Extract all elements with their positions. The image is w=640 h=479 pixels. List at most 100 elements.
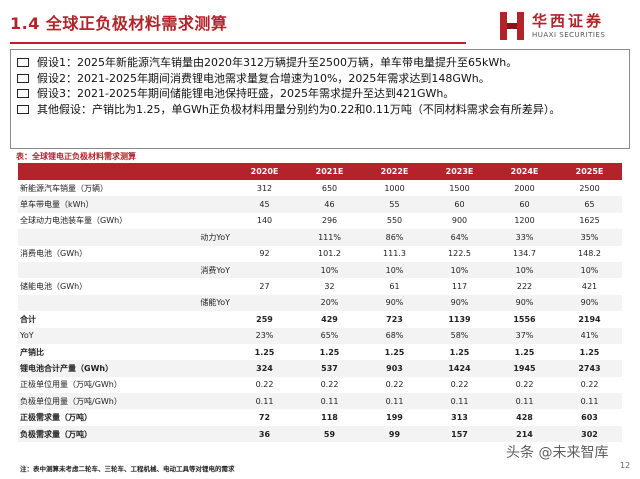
table-cell: 1.25 (319, 347, 340, 357)
assumption-item: 其他假设：产销比为1.25，单GWh正负极材料用量分别约为0.22和0.11万吨… (17, 102, 621, 118)
table-row: 负极需求量（万吨） 36 59 99 157 214 302 (18, 425, 622, 443)
table-cell: 37% (492, 327, 557, 344)
huaxi-logo-icon (500, 12, 524, 40)
table-cell: 32 (324, 282, 335, 292)
table-cell: 0.11 (362, 393, 427, 410)
watermark: 头条 @未来智库 (506, 445, 609, 461)
table-row: 新能源汽车销量（万辆） 312 650 1000 1500 2000 2500 (18, 180, 622, 196)
table-row: 正极需求量（万吨） 72 118 199 313 428 603 (18, 409, 622, 425)
table-cell: 296 (321, 216, 338, 226)
table-row: 合计 259 429 723 1139 1556 2194 (18, 311, 622, 327)
table-cell: 1139 (448, 314, 471, 324)
row-label: 单车带电量（kWh） (18, 196, 232, 213)
row-label: 消费电池（GWh） (20, 249, 88, 259)
table-cell: 157 (427, 425, 492, 443)
table-cell: 0.11 (232, 393, 297, 410)
row-label: 全球动力电池装车量（GWh） (20, 216, 128, 226)
table-cell: 1500 (449, 183, 470, 193)
table-cell: 27 (259, 282, 270, 292)
table-cell: 99 (362, 425, 427, 443)
table-cell: 0.11 (297, 393, 362, 410)
table-cell: 312 (256, 183, 273, 193)
row-label: 负极需求量（万吨） (18, 425, 232, 443)
table-cell: 1945 (492, 360, 557, 377)
row-label: 合计 (20, 314, 36, 324)
table-cell: 0.11 (557, 393, 622, 410)
table-cell: 10% (297, 261, 362, 279)
company-logo: 华西证券 HUAXI SECURITIES (498, 8, 634, 44)
assumption-text: 假设1：2025年新能源汽车销量由2020年312万辆提升至2500万辆，单车带… (37, 56, 518, 69)
table-row: 产销比 1.25 1.25 1.25 1.25 1.25 1.25 (18, 344, 622, 360)
column-header (18, 163, 232, 180)
table-row: 储能电池（GWh） 27 32 61 117 222 421 (18, 278, 622, 294)
table-cell (232, 294, 297, 312)
table-cell (232, 261, 297, 279)
table-cell: 134.7 (513, 249, 536, 259)
bullet-square-icon (17, 89, 29, 98)
column-header: 2022E (362, 163, 427, 180)
table-cell: 903 (362, 360, 427, 377)
table-row: 负极单位用量（万吨/GWh） 0.11 0.11 0.11 0.11 0.11 0.11 (18, 393, 622, 410)
table-cell: 1.25 (254, 347, 275, 357)
table-cell: 259 (256, 314, 273, 324)
row-label: 储能电池（GWh） (20, 282, 88, 292)
table-cell: 421 (581, 282, 598, 292)
table-cell: 429 (321, 314, 338, 324)
table-cell: 58% (427, 327, 492, 344)
page-number: 12 (620, 461, 631, 470)
bullet-square-icon (17, 73, 29, 83)
table-cell: 23% (232, 327, 297, 344)
table-row: 正极单位用量（万吨/GWh） 0.22 0.22 0.22 0.22 0.22 0.22 (18, 377, 622, 393)
column-header: 2021E (297, 163, 362, 180)
table-row: 消费电池（GWh） 92 101.2 111.3 122.5 134.7 148.2 (18, 246, 622, 262)
table-cell: 313 (451, 413, 468, 423)
table-cell: 140 (256, 216, 273, 226)
column-header: 2025E (557, 163, 622, 180)
table-cell: 1.25 (579, 347, 600, 357)
table-cell: 10% (492, 261, 557, 279)
table-cell: 45 (232, 196, 297, 213)
table-cell: 111.3 (383, 249, 406, 259)
table-row: 锂电池合计产量（GWh） 324 537 903 1424 1945 2743 (18, 360, 622, 377)
demand-table: 2020E 2021E 2022E 2023E 2024E 2025E 新能源汽… (18, 163, 622, 443)
table-cell: 537 (297, 360, 362, 377)
table-cell: 59 (297, 425, 362, 443)
table-cell: 122.5 (448, 249, 471, 259)
table-cell: 0.11 (427, 393, 492, 410)
table-cell: 2743 (557, 360, 622, 377)
table-cell: 60 (492, 196, 557, 213)
table-cell: 65% (297, 327, 362, 344)
table-cell: 0.22 (320, 380, 339, 390)
table-cell: 302 (557, 425, 622, 443)
row-label: 消费YoY (18, 261, 232, 279)
table-cell: 1556 (513, 314, 536, 324)
table-cell: 46 (297, 196, 362, 213)
assumptions-box: 假设1：2025年新能源汽车销量由2020年312万辆提升至2500万辆，单车带… (10, 49, 630, 149)
table-cell: 1625 (579, 216, 600, 226)
row-label: 正极需求量（万吨） (20, 413, 92, 423)
footnote: 注：表中测算未考虑二轮车、三轮车、工程机械、电动工具等对锂电的需求 (20, 465, 235, 473)
table-cell: 68% (362, 327, 427, 344)
table-cell: 10% (557, 261, 622, 279)
table-cell: 10% (362, 261, 427, 279)
table-cell: 101.2 (318, 249, 341, 259)
table-cell: 550 (386, 216, 403, 226)
table-cell: 428 (516, 413, 533, 423)
table-row: 储能YoY 20% 90% 90% 90% 90% (18, 294, 622, 312)
table-row: YoY 23% 65% 68% 58% 37% 41% (18, 327, 622, 344)
table-cell: 324 (232, 360, 297, 377)
table-cell: 0.22 (515, 380, 534, 390)
page-title: 1.4 全球正负极材料需求测算 (10, 14, 228, 33)
row-label: 正极单位用量（万吨/GWh） (20, 380, 122, 390)
table-row: 动力YoY 111% 86% 64% 33% 35% (18, 229, 622, 246)
assumption-text: 假设2：2021-2025年期间消费锂电池需求量复合增速为10%，2025年需求… (37, 71, 490, 85)
table-row: 全球动力电池装车量（GWh） 140 296 550 900 1200 1625 (18, 213, 622, 229)
column-header: 2024E (492, 163, 557, 180)
row-label: 新能源汽车销量（万辆） (20, 183, 108, 193)
table-cell: 20% (297, 294, 362, 312)
table-cell: 55 (362, 196, 427, 213)
table-cell: 2194 (578, 314, 601, 324)
column-header: 2020E (232, 163, 297, 180)
table-row: 单车带电量（kWh） 45 46 55 60 60 65 (18, 196, 622, 213)
table-cell: 1.25 (514, 347, 535, 357)
